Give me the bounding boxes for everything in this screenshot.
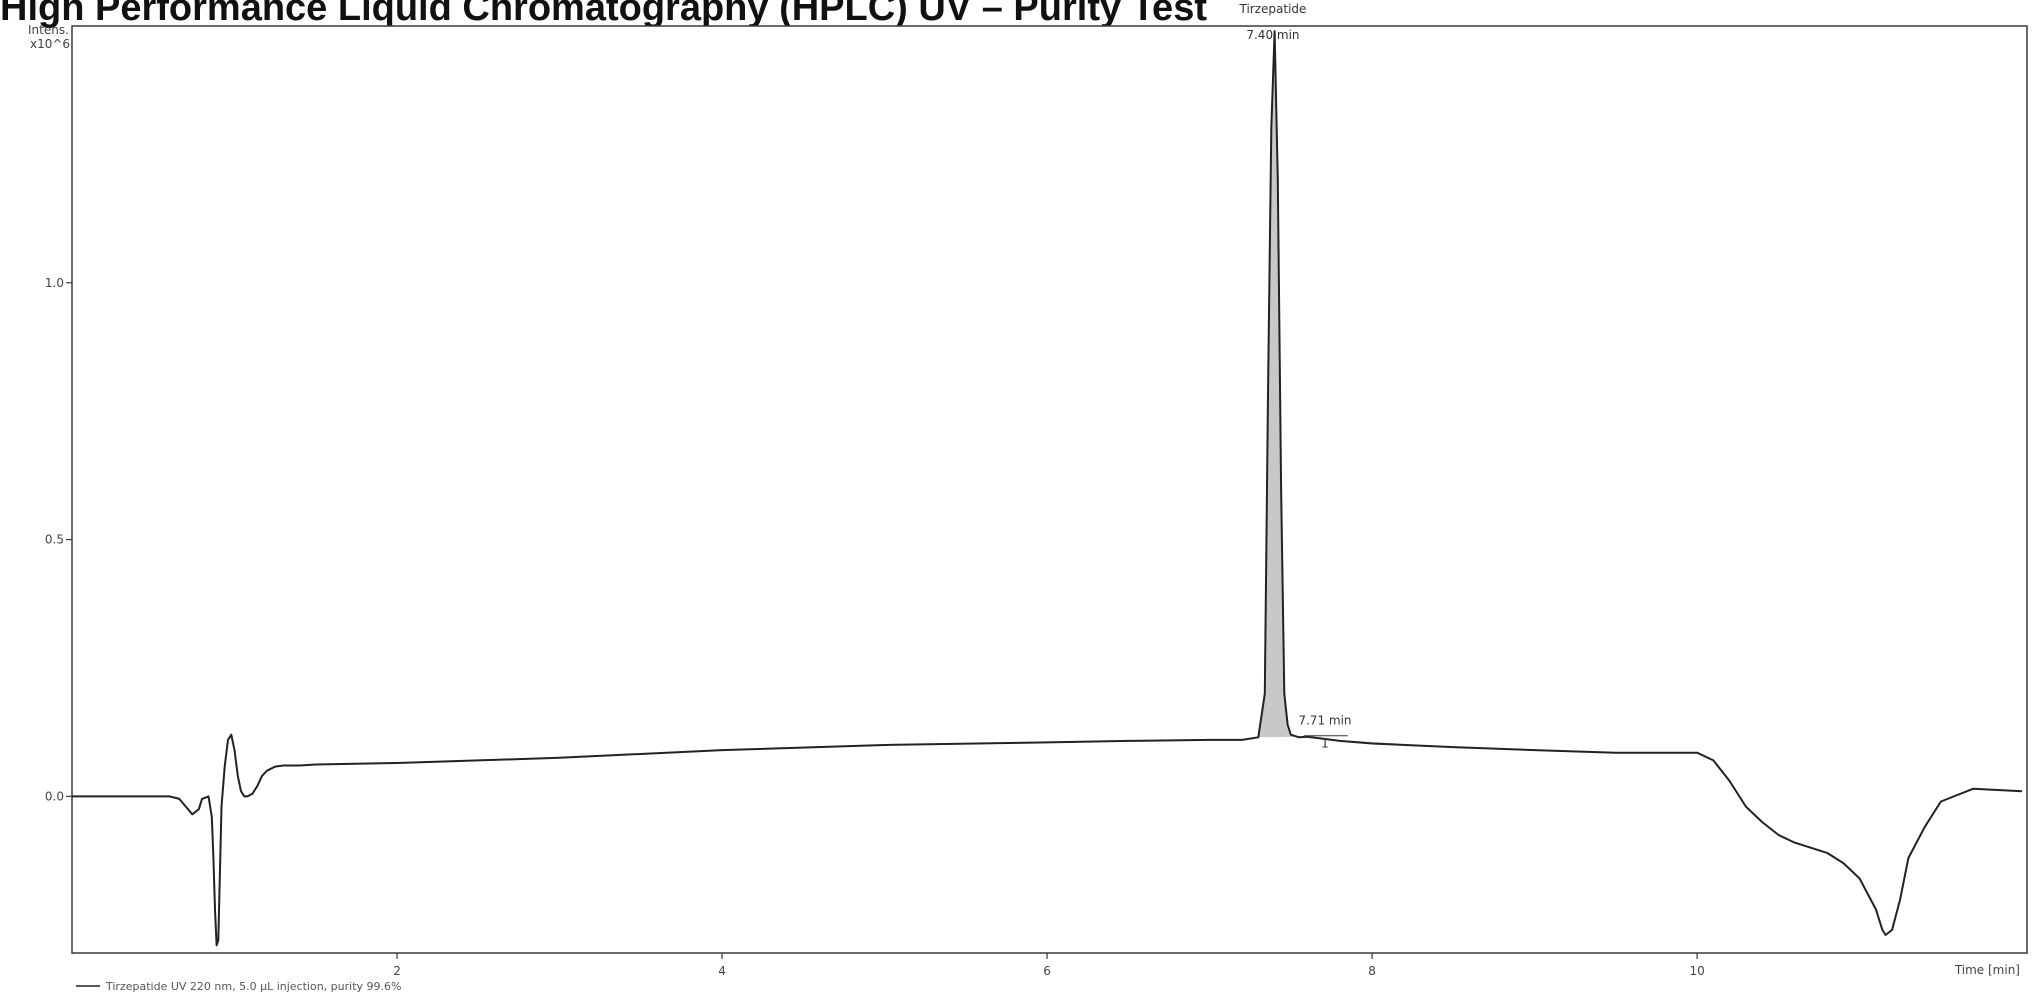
y-tick-label: 1.0 [45,276,64,290]
chromatogram-series [72,30,2023,947]
x-tick-label: 4 [718,964,726,978]
x-axis-label: Time [min] [1954,963,2020,977]
y-axis-ticks: 0.0 0.5 1.0 [45,276,72,803]
x-tick-label: 6 [1043,964,1051,978]
x-tick-label: 10 [1689,964,1704,978]
legend-text: Tirzepatide UV 220 nm, 5.0 µL injection,… [105,980,401,992]
plot-area-frame [71,25,2028,954]
y-axis-label-line-2: x10^6 [30,37,70,51]
x-tick-label: 8 [1368,964,1376,978]
peak-annotation: 7.71 min [1298,713,1351,727]
peak-annotation: Tirzepatide [1238,2,1306,16]
peak-annotation: 7.40 min [1246,28,1299,42]
y-axis-label-line-1: Intens. [28,23,69,37]
chromatogram-trace [72,30,2023,947]
y-tick-label: 0.0 [45,789,64,803]
x-axis-ticks: 2 4 6 8 10 [393,953,1705,978]
y-tick-label: 0.5 [45,533,64,547]
chart-title: High Performance Liquid Chromatography (… [0,0,1207,29]
peak-annotations: Tirzepatide 7.40 min 7.71 min 1 [1238,2,1351,750]
x-tick-label: 2 [393,964,401,978]
peak-annotation: 1 [1321,737,1329,751]
